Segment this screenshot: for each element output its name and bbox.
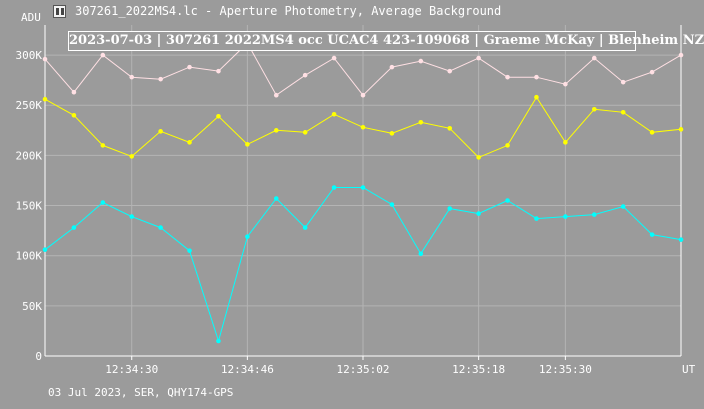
data-point (129, 74, 135, 80)
data-point (476, 155, 481, 160)
y-axis-label: ADU (21, 11, 41, 24)
footer-info: 03 Jul 2023, SER, QHY174-GPS (48, 386, 234, 399)
data-point (100, 52, 106, 58)
y-tick-label: 100K (16, 250, 43, 263)
window-title: 307261_2022MS4.lc - Aperture Photometry,… (75, 4, 502, 18)
data-point (273, 128, 279, 133)
chart-title: 2023-07-03 | 307261 2022MS4 occ UCAC4 42… (68, 31, 704, 51)
data-point (302, 225, 308, 230)
data-point (418, 119, 424, 125)
x-tick-label: 12:34:30 (105, 363, 158, 376)
data-point (42, 56, 48, 62)
data-point (649, 69, 655, 75)
data-point (100, 200, 106, 205)
data-point (360, 185, 366, 190)
x-tick-label: 12:35:18 (452, 363, 505, 376)
data-point (649, 130, 655, 135)
data-point (563, 214, 568, 219)
data-point (620, 204, 626, 209)
data-point (187, 64, 192, 70)
data-point (447, 68, 453, 74)
data-point (129, 214, 135, 219)
data-point (302, 72, 308, 78)
title-bar[interactable]: 307261_2022MS4.lc - Aperture Photometry,… (0, 0, 704, 24)
data-point (360, 125, 366, 130)
data-point (505, 198, 510, 203)
y-tick-label: 150K (16, 200, 43, 213)
data-point (42, 96, 48, 102)
data-point (216, 113, 221, 119)
data-point (591, 212, 597, 217)
data-point (418, 251, 424, 256)
data-point (620, 109, 626, 115)
data-point (563, 140, 568, 145)
data-point (389, 131, 395, 136)
data-point (476, 211, 481, 216)
grid-lines (45, 25, 681, 356)
data-point (273, 196, 279, 201)
data-point (418, 58, 424, 64)
series-layer (42, 40, 684, 344)
chart-icon (53, 5, 66, 18)
y-tick-label: 0 (35, 350, 42, 363)
data-point (447, 206, 453, 211)
y-tick-label: 50K (22, 300, 42, 313)
data-point (678, 237, 684, 242)
data-point (302, 130, 308, 135)
data-point (331, 185, 337, 190)
data-point (447, 126, 453, 131)
data-point (216, 68, 221, 74)
data-point (158, 225, 163, 230)
data-point (649, 232, 655, 237)
x-tick-labels: 12:34:30 12:34:46 12:35:02 12:35:18 12:35:30 (105, 363, 592, 376)
y-tick-label: 300K (16, 49, 43, 62)
data-point (534, 74, 539, 80)
x-tick-label: 12:35:30 (539, 363, 592, 376)
x-tick-label: 12:35:02 (337, 363, 390, 376)
data-point (331, 55, 337, 61)
data-point (71, 225, 77, 230)
data-point (331, 111, 337, 117)
x-axis-label: UT (682, 363, 696, 376)
y-tick-label: 250K (16, 99, 43, 112)
series-2 (42, 185, 684, 344)
x-tick-label: 12:34:46 (221, 363, 274, 376)
data-point (563, 81, 568, 87)
data-point (245, 142, 250, 147)
data-point (476, 55, 481, 61)
data-point (187, 248, 192, 253)
data-point (389, 202, 395, 207)
series-1 (42, 94, 684, 160)
data-point (534, 94, 539, 100)
data-point (158, 76, 163, 82)
data-point (360, 92, 366, 98)
data-point (505, 143, 510, 148)
data-point (678, 127, 684, 132)
data-point (71, 89, 77, 95)
data-point (620, 79, 626, 85)
data-point (42, 247, 48, 252)
y-tick-label: 200K (16, 149, 43, 162)
data-point (216, 338, 221, 344)
data-point (591, 55, 597, 61)
data-point (534, 216, 539, 221)
data-point (129, 154, 135, 159)
axes (44, 25, 682, 360)
data-point (100, 143, 106, 148)
data-point (273, 92, 279, 98)
data-point (187, 140, 192, 145)
data-point (389, 64, 395, 70)
y-tick-labels: 0 50K 100K 150K 200K 250K 300K (16, 49, 43, 363)
data-point (591, 106, 597, 112)
data-point (158, 129, 163, 134)
data-point (71, 112, 77, 118)
data-point (505, 74, 510, 80)
data-point (678, 52, 684, 58)
data-point (245, 234, 250, 239)
